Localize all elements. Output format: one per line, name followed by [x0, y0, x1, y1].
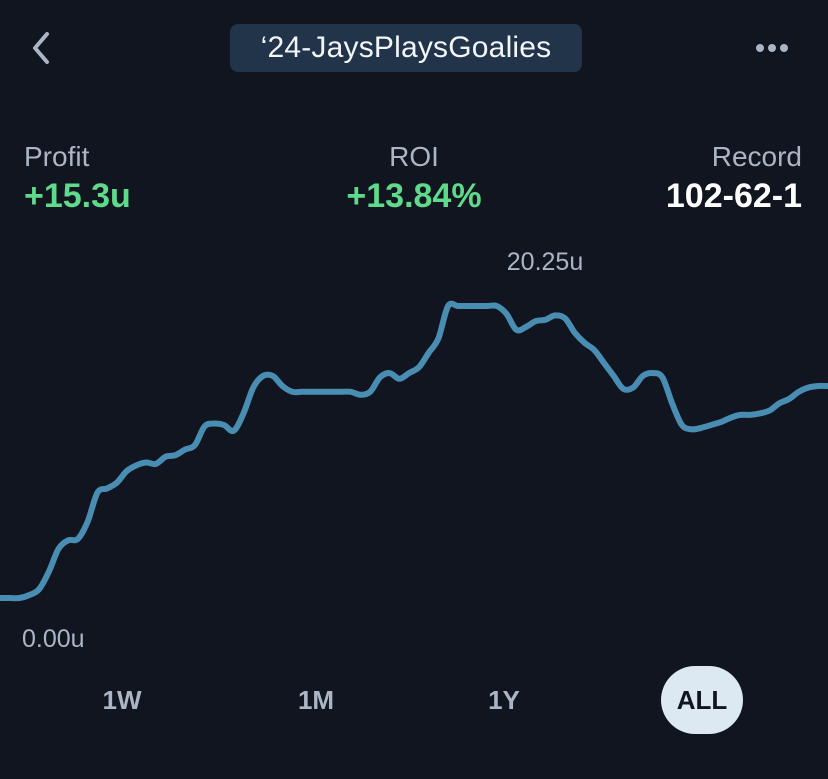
tab-all[interactable]: ALL [661, 666, 743, 734]
profit-stat: Profit +15.3u [24, 140, 131, 216]
chart-series-line [0, 300, 828, 602]
back-button[interactable] [22, 28, 62, 68]
record-value: 102-62-1 [665, 177, 802, 215]
tab-1w[interactable]: 1W [102, 685, 142, 715]
more-options-button[interactable] [748, 30, 796, 66]
roi-label: ROI [389, 141, 439, 172]
roi-value: +13.84% [346, 177, 482, 215]
chart-peak-label: 20.25u [506, 248, 584, 276]
profit-label: Profit [24, 141, 90, 172]
more-horizontal-icon [756, 44, 788, 52]
roi-stat: ROI +13.84% [312, 140, 516, 216]
profit-value: +15.3u [24, 177, 131, 215]
range-tabs: 1W 1M 1Y ALL [0, 666, 828, 734]
tab-1y[interactable]: 1Y [488, 685, 520, 715]
chevron-left-icon [33, 32, 49, 64]
tab-1m[interactable]: 1M [297, 685, 335, 715]
record-label: Record [711, 141, 802, 172]
chart-base-label: 0.00u [22, 625, 85, 653]
page-title[interactable]: ‘24-JaysPlaysGoalies [230, 24, 582, 72]
record-stat: Record 102-62-1 [666, 140, 802, 216]
